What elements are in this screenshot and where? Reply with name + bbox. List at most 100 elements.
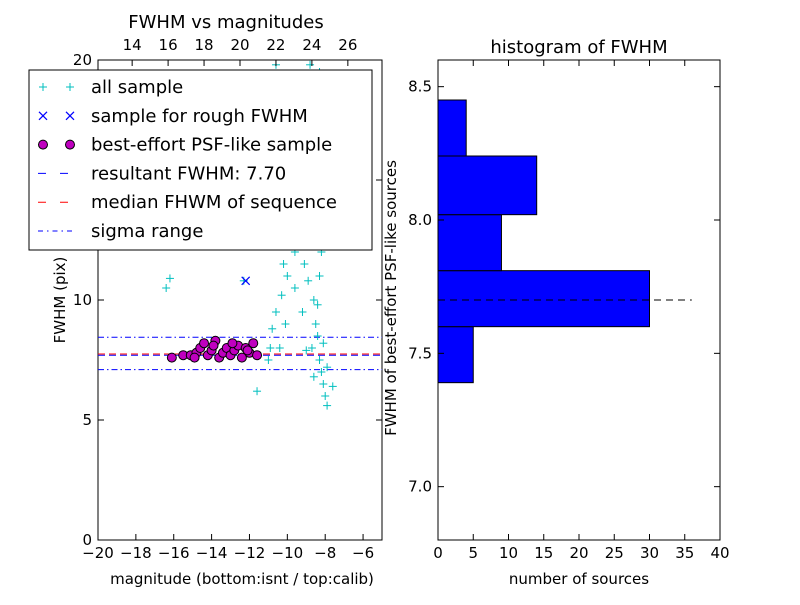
right-chart-title: histogram of FWHM: [490, 37, 667, 58]
psf-like-sample-point: [236, 352, 247, 363]
all-sample-point: [306, 60, 315, 69]
psf-like-sample-point: [227, 338, 238, 349]
left-x-tick-label: −10: [272, 544, 304, 562]
left-x-tick-label: −8: [314, 544, 336, 562]
left-top-tick-label: 24: [302, 36, 321, 54]
legend: all sample sample for rough FWHM best-effo…: [28, 69, 373, 251]
right-y-tick-label: 8.0: [408, 211, 432, 229]
all-sample-point: [323, 363, 332, 372]
right-x-tick-label: 15: [534, 544, 553, 562]
right-x-tick-label: 0: [433, 544, 443, 562]
psf-like-sample-point: [242, 345, 253, 356]
rough-fwhm-sample-point: [241, 276, 251, 286]
all-sample-point: [309, 296, 318, 304]
left-top-tick-label: 26: [338, 36, 357, 54]
right-y-tick-label: 8.5: [408, 78, 432, 96]
legend-label: best-effort PSF-like sample: [91, 135, 332, 156]
all-sample-point: [165, 274, 174, 283]
right-x-tick-label: 30: [640, 544, 659, 562]
legend-marker: [38, 111, 48, 121]
left-x-tick-label: −12: [234, 544, 266, 562]
right-y-tick-label: 7.5: [408, 344, 432, 362]
right-x-tick-label: 10: [499, 544, 518, 562]
psf-like-sample-point: [208, 340, 219, 351]
all-sample-point: [300, 260, 309, 268]
all-sample-point: [302, 346, 311, 355]
psf-like-sample-point: [248, 338, 259, 349]
all-sample-point: [290, 284, 299, 292]
left-y-tick-label: 0: [82, 531, 92, 549]
left-x-tick-label: −20: [82, 544, 114, 562]
all-sample-point: [283, 272, 292, 280]
all-sample-point: [277, 291, 286, 300]
all-sample-point: [328, 382, 337, 391]
all-sample-point: [281, 320, 290, 328]
legend-item-median-fwhm: median FHWM of sequence: [38, 192, 337, 213]
legend-marker: [38, 139, 48, 150]
left-x-tick-label: −16: [158, 544, 190, 562]
psf-like-sample-point: [189, 352, 200, 363]
histogram-bar: [437, 99, 467, 157]
left-chart-title: FWHM vs magnitudes: [128, 12, 323, 33]
left-x-tick-label: −6: [352, 544, 374, 562]
legend-item-all-sample: all sample: [39, 77, 183, 98]
all-sample-point: [319, 380, 328, 388]
all-sample-point: [264, 356, 273, 364]
all-sample-point: [298, 308, 307, 316]
all-sample-point: [313, 300, 322, 309]
left-y-axis-label: FWHM (pix): [51, 257, 69, 344]
all-sample-point: [162, 284, 171, 292]
right-x-axis-label: number of sources: [509, 570, 649, 588]
left-x-tick-label: −18: [120, 544, 152, 562]
all-sample-point: [304, 276, 313, 285]
legend-label: sample for rough FWHM: [91, 106, 308, 127]
all-sample-point: [271, 308, 280, 316]
all-sample-point: [313, 332, 322, 340]
right-x-tick-label: 20: [569, 544, 588, 562]
legend-label: median FHWM of sequence: [91, 192, 337, 213]
legend-marker: [66, 83, 74, 91]
all-sample-point: [317, 368, 326, 376]
right-y-axis-label: FWHM of best-effort PSF-like sources: [382, 160, 400, 436]
left-x-axis-label: magnitude (bottom:isnt / top:calib): [110, 570, 374, 588]
legend-item-resultant-fwhm: resultant FWHM: 7.70: [38, 163, 286, 184]
legend-label: resultant FWHM: 7.70: [91, 163, 286, 184]
left-y-tick-label: 10: [73, 291, 92, 309]
right-x-tick-label: 25: [605, 544, 624, 562]
left-top-tick-label: 16: [159, 36, 178, 54]
psf-like-sample-point: [166, 352, 177, 363]
histogram-bar: [437, 214, 502, 272]
all-sample-point: [315, 356, 324, 364]
legend-marker: [65, 111, 75, 121]
left-top-tick-label: 20: [230, 36, 249, 54]
legend-label: sigma range: [91, 221, 203, 242]
legend-label: all sample: [91, 77, 183, 98]
all-sample-point: [323, 401, 332, 410]
left-top-tick-label: 14: [123, 36, 142, 54]
left-top-tick-label: 18: [195, 36, 214, 54]
all-sample-point: [279, 260, 288, 268]
histogram-bar: [437, 270, 650, 328]
all-sample-point: [307, 344, 316, 352]
all-sample-point: [311, 320, 320, 328]
all-sample-point: [309, 372, 318, 381]
legend-box: [28, 69, 373, 251]
all-sample-point: [268, 324, 277, 333]
left-y-tick-label: 5: [82, 411, 92, 429]
legend-marker: [39, 83, 47, 91]
psf-like-sample-point: [252, 350, 263, 361]
all-sample-point: [266, 344, 275, 352]
legend-marker: [65, 139, 75, 150]
right-x-tick-label: 5: [468, 544, 478, 562]
right-x-tick-label: 35: [675, 544, 694, 562]
all-sample-point: [275, 344, 284, 352]
left-y-tick-label: 20: [73, 51, 92, 69]
right-histogram-panel: 0 5 10 15 20 25 30 35 40 7.0 7.5 8.0 8.5 histogram o…: [382, 37, 730, 588]
left-x-tick-label: −14: [196, 544, 228, 562]
right-y-tick-label: 7.0: [408, 478, 432, 496]
psf-like-sample-point: [199, 338, 210, 349]
all-sample-point: [319, 339, 328, 348]
legend-item-rough-fwhm: sample for rough FWHM: [38, 106, 308, 127]
all-sample-point: [253, 387, 262, 396]
